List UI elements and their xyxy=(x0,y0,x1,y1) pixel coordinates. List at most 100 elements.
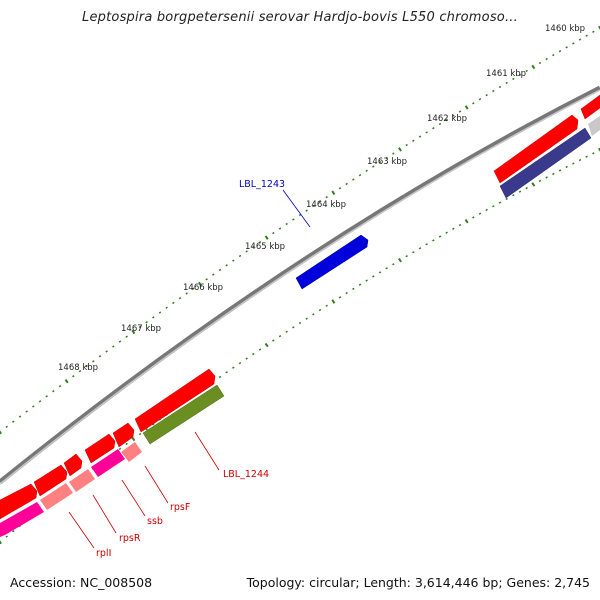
map-title: Leptospira borgpetersenii serovar Hardjo… xyxy=(82,10,518,25)
minor-tick xyxy=(472,216,475,219)
minor-tick xyxy=(325,195,328,199)
gene-feature-red[interactable] xyxy=(580,94,600,120)
minor-tick xyxy=(425,131,428,134)
minor-tick xyxy=(425,243,428,246)
outer-tick-track xyxy=(0,25,600,435)
minor-tick xyxy=(185,292,188,295)
minor-tick xyxy=(318,308,322,312)
minor-tick xyxy=(52,390,55,393)
tick-label: 1460 kbp xyxy=(545,24,585,34)
minor-tick xyxy=(558,169,562,172)
gene-feature-grey[interactable] xyxy=(588,116,600,136)
minor-tick xyxy=(592,152,595,155)
minor-tick xyxy=(378,161,382,164)
minor-tick xyxy=(278,227,282,230)
minor-tick xyxy=(338,187,342,190)
minor-tick xyxy=(72,375,75,378)
minor-tick xyxy=(245,357,248,360)
gene-feature-magenta[interactable] xyxy=(0,502,44,537)
minor-tick xyxy=(365,169,368,173)
gene-feature-red[interactable] xyxy=(493,114,579,184)
gene-ssb[interactable] xyxy=(91,449,125,477)
minor-tick xyxy=(365,279,368,282)
minor-tick xyxy=(478,212,482,215)
gene-label-LBL_1243: LBL_1243 xyxy=(239,179,285,190)
minor-tick xyxy=(485,208,488,212)
gene-label-LBL_1244: LBL_1244 xyxy=(223,469,269,480)
tick-label: 1464 kbp xyxy=(306,200,346,210)
gene-LBL_1244[interactable] xyxy=(142,384,225,445)
gene-feature-red[interactable] xyxy=(84,433,116,464)
minor-tick xyxy=(312,204,315,208)
major-tick xyxy=(464,105,469,110)
tick-label: 1468 kbp xyxy=(58,363,98,373)
minor-tick xyxy=(258,348,262,351)
minor-tick xyxy=(438,235,442,238)
minor-tick xyxy=(538,61,542,65)
minor-tick xyxy=(352,287,355,291)
major-tick xyxy=(64,378,69,384)
minor-tick xyxy=(505,197,508,201)
minor-tick xyxy=(92,360,95,363)
chromosome-backbone-highlight xyxy=(0,89,600,485)
minor-tick xyxy=(292,326,295,329)
gene-label-ssb: ssb xyxy=(147,516,163,527)
major-tick xyxy=(198,281,202,287)
minor-tick xyxy=(412,251,415,254)
minor-tick xyxy=(498,201,502,204)
minor-tick xyxy=(192,287,195,290)
tick-label: 1461 kbp xyxy=(486,69,526,79)
minor-tick xyxy=(512,77,515,81)
minor-tick xyxy=(518,73,522,77)
minor-tick xyxy=(232,366,235,369)
gene-feature-navy[interactable] xyxy=(499,127,592,199)
gene-feature-red[interactable] xyxy=(134,368,216,433)
minor-tick xyxy=(165,306,168,309)
minor-tick xyxy=(145,428,148,431)
minor-tick xyxy=(385,156,388,160)
accession-label: Accession: NC_008508 xyxy=(10,575,153,590)
gene-LBL_1243[interactable] xyxy=(295,234,369,290)
gene-feature-red[interactable] xyxy=(0,483,38,520)
minor-tick xyxy=(418,135,422,138)
minor-tick xyxy=(492,89,495,93)
minor-tick xyxy=(525,186,528,190)
label-leader-ssb xyxy=(121,479,146,517)
gene-rpsF[interactable] xyxy=(121,442,142,462)
minor-tick xyxy=(78,370,82,373)
tick-label: 1463 kbp xyxy=(367,157,407,167)
gene-label-rpsR: rpsR xyxy=(119,533,141,544)
minor-tick xyxy=(125,442,128,446)
minor-tick xyxy=(372,165,375,168)
minor-tick xyxy=(205,278,208,281)
minor-tick xyxy=(305,317,308,320)
major-tick xyxy=(398,258,402,263)
minor-tick xyxy=(432,239,435,242)
gene-feature-red[interactable] xyxy=(112,422,135,448)
minor-tick xyxy=(218,375,222,379)
minor-tick xyxy=(172,301,175,305)
minor-tick xyxy=(285,222,288,226)
minor-tick xyxy=(392,152,395,155)
minor-tick xyxy=(392,263,395,266)
minor-tick xyxy=(272,231,275,235)
minor-tick xyxy=(492,205,495,208)
minor-tick xyxy=(285,330,288,333)
gene-feature-red[interactable] xyxy=(63,453,83,477)
gene-rpsR[interactable] xyxy=(69,469,95,492)
minor-tick xyxy=(545,57,548,61)
minor-tick xyxy=(472,102,475,105)
minor-tick xyxy=(32,405,35,408)
minor-tick xyxy=(538,179,542,183)
label-leader-LBL_1243 xyxy=(282,189,311,228)
minor-tick xyxy=(305,209,308,212)
major-tick xyxy=(0,540,2,545)
minor-tick xyxy=(352,178,355,181)
minor-tick xyxy=(245,250,248,253)
minor-tick xyxy=(485,93,488,97)
major-tick xyxy=(264,235,269,240)
minor-tick xyxy=(225,264,228,267)
gene-feature-red[interactable] xyxy=(33,464,68,497)
gene-rplI[interactable] xyxy=(40,483,73,510)
minor-tick xyxy=(565,165,568,169)
